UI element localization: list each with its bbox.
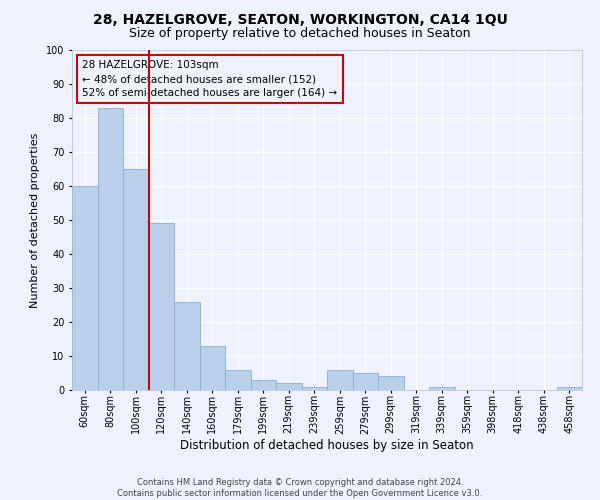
Bar [72, 186, 97, 390]
Bar [225, 370, 251, 390]
Bar [251, 380, 276, 390]
Bar [353, 373, 378, 390]
Bar [199, 346, 225, 390]
Bar [276, 383, 302, 390]
Bar [149, 224, 174, 390]
Y-axis label: Number of detached properties: Number of detached properties [31, 132, 40, 308]
Text: 28 HAZELGROVE: 103sqm
← 48% of detached houses are smaller (152)
52% of semi-det: 28 HAZELGROVE: 103sqm ← 48% of detached … [82, 60, 337, 98]
Text: Size of property relative to detached houses in Seaton: Size of property relative to detached ho… [129, 28, 471, 40]
X-axis label: Distribution of detached houses by size in Seaton: Distribution of detached houses by size … [180, 439, 474, 452]
Bar [123, 169, 149, 390]
Text: Contains HM Land Registry data © Crown copyright and database right 2024.
Contai: Contains HM Land Registry data © Crown c… [118, 478, 482, 498]
Text: 28, HAZELGROVE, SEATON, WORKINGTON, CA14 1QU: 28, HAZELGROVE, SEATON, WORKINGTON, CA14… [92, 12, 508, 26]
Bar [97, 108, 123, 390]
Bar [557, 386, 582, 390]
Bar [302, 386, 327, 390]
Bar [429, 386, 455, 390]
Bar [174, 302, 199, 390]
Bar [327, 370, 353, 390]
Bar [378, 376, 404, 390]
